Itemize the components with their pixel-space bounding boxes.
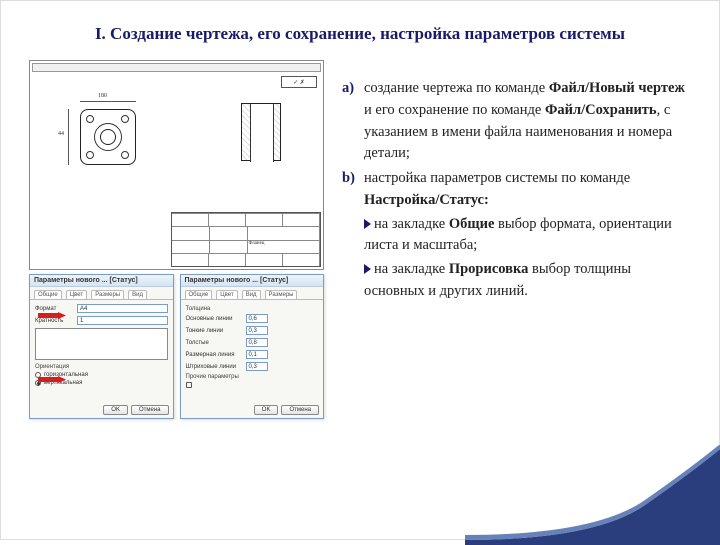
- dialog-tab: Размеры: [265, 290, 298, 299]
- settings-dialog-lines: Параметры нового ... [Статус] Общие Цвет…: [180, 274, 325, 419]
- dialog-tab: Размеры: [91, 290, 124, 299]
- text: на закладке: [374, 216, 449, 232]
- dim-value: 180: [98, 93, 107, 99]
- dialog-tab: Вид: [128, 290, 147, 299]
- dialog-body: Толщина Основные линии 0,6 Тонкие линии …: [181, 300, 324, 395]
- group-label: Толщина: [186, 306, 319, 312]
- cancel-button: Отмена: [281, 405, 319, 415]
- list-item-b: b) настройка параметров системы по коман…: [342, 168, 691, 303]
- field-label: Формат: [35, 306, 77, 312]
- cad-drawing-screenshot: ✓ ✗ 180 44 Фланец: [29, 60, 324, 270]
- list-body: создание чертежа по команде Файл/Новый ч…: [364, 78, 691, 165]
- bold-text: Настройка/Статус:: [364, 192, 489, 208]
- preview-box: [35, 328, 168, 360]
- field-label: Штриховые линии: [186, 364, 246, 370]
- dialog-tabs: Общие Цвет Вид Размеры: [181, 287, 324, 300]
- dialog-tab: Цвет: [66, 290, 87, 299]
- dialog-tabs: Общие Цвет Размеры Вид: [30, 287, 173, 300]
- field-input: 0,1: [246, 350, 268, 359]
- sub-item: на закладке Общие выбор формата, ориента…: [364, 214, 691, 258]
- ok-button: OK: [103, 405, 128, 415]
- list-marker: a): [342, 78, 364, 165]
- settings-dialog-general: Параметры нового ... [Статус] Общие Цвет…: [29, 274, 174, 419]
- dialog-screenshots-row: Параметры нового ... [Статус] Общие Цвет…: [29, 274, 324, 419]
- section-inner: [250, 104, 274, 162]
- field-input: 0,3: [246, 326, 268, 335]
- dialog-tab: Общие: [185, 290, 213, 299]
- content-area: ✓ ✗ 180 44 Фланец: [1, 45, 719, 419]
- text: на закладке: [374, 261, 449, 277]
- arrow-bullet-icon: [364, 264, 371, 274]
- highlight-arrow-icon: [38, 376, 66, 383]
- field-label: Толстые: [186, 340, 246, 346]
- dialog-tab: Вид: [242, 290, 261, 299]
- dialog-title: Параметры нового ... [Статус]: [30, 275, 173, 287]
- group-label: Прочие параметры: [186, 374, 319, 380]
- group-label: Ориентация: [35, 364, 168, 370]
- dialog-buttons: OK Отмена: [103, 405, 168, 415]
- slide-title: I. Создание чертежа, его сохранение, нас…: [1, 23, 719, 45]
- dialog-title: Параметры нового ... [Статус]: [181, 275, 324, 287]
- field-input: 1: [77, 316, 168, 325]
- list-marker: b): [342, 168, 364, 303]
- dim-line: [68, 109, 69, 165]
- ok-button: OK: [254, 405, 279, 415]
- field-label: Размерная линия: [186, 352, 246, 358]
- flange-bore-inner: [100, 129, 116, 145]
- arrow-bullet-icon: [364, 219, 371, 229]
- decorative-swoosh-icon: [465, 445, 720, 545]
- text: и его сохранение по команде: [364, 102, 545, 118]
- cad-toolbar: [32, 63, 321, 72]
- dialog-buttons: OK Отмена: [254, 405, 319, 415]
- field-input: 0,3: [246, 362, 268, 371]
- images-column: ✓ ✗ 180 44 Фланец: [29, 60, 324, 419]
- drawing-title-block: Фланец: [171, 212, 321, 267]
- text: настройка параметров системы по команде: [364, 170, 630, 186]
- confirm-cancel-icons: ✓ ✗: [281, 76, 317, 88]
- section-view: [241, 103, 281, 161]
- bold-text: Общие: [449, 216, 495, 232]
- bold-text: Файл/Сохранить: [545, 102, 657, 118]
- field-label: Основные линии: [186, 316, 246, 322]
- bold-text: Прорисовка: [449, 261, 529, 277]
- sub-item: на закладке Прорисовка выбор толщины осн…: [364, 259, 691, 303]
- list-body: настройка параметров системы по команде …: [364, 168, 691, 303]
- field-input: 0,6: [246, 314, 268, 323]
- dialog-tab: Общие: [34, 290, 62, 299]
- checkbox-icon: [186, 382, 192, 388]
- bold-text: Файл/Новый чертеж: [549, 80, 685, 96]
- cancel-button: Отмена: [131, 405, 169, 415]
- field-input: А4: [77, 304, 168, 313]
- dim-value: 44: [58, 131, 64, 137]
- text-column: a) создание чертежа по команде Файл/Новы…: [342, 60, 691, 419]
- dialog-body: Формат А4 Кратность 1 Ориентация горизо: [30, 300, 173, 392]
- field-label: Тонкие линии: [186, 328, 246, 334]
- field-input: 0,8: [246, 338, 268, 347]
- front-view: 180 44: [58, 91, 168, 191]
- list-item-a: a) создание чертежа по команде Файл/Новы…: [342, 78, 691, 165]
- dim-line: [80, 101, 136, 102]
- highlight-arrow-icon: [38, 312, 66, 319]
- text: создание чертежа по команде: [364, 80, 549, 96]
- dialog-tab: Цвет: [216, 290, 237, 299]
